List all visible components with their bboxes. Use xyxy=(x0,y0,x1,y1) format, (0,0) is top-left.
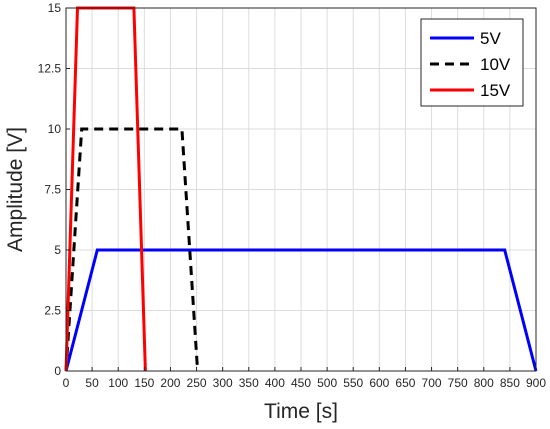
x-tick-label: 250 xyxy=(187,376,207,390)
x-tick-label: 650 xyxy=(395,376,415,390)
x-tick-label: 700 xyxy=(422,376,442,390)
x-tick-label: 100 xyxy=(108,376,128,390)
x-tick-label: 800 xyxy=(474,376,494,390)
x-tick-label: 300 xyxy=(213,376,233,390)
y-tick-label: 7.5 xyxy=(44,183,61,197)
x-tick-label: 50 xyxy=(85,376,99,390)
x-tick-label: 350 xyxy=(239,376,259,390)
y-tick-label: 5 xyxy=(54,243,61,257)
legend: 5V 10V 15V xyxy=(420,18,524,107)
x-tick-label: 200 xyxy=(160,376,180,390)
x-tick-label: 400 xyxy=(265,376,285,390)
x-tick-labels: 0 50 100 150 200 250 300 350 400 450 500 550 600 650 7… xyxy=(63,367,546,390)
series-line-10v xyxy=(64,127,200,372)
x-tick-label: 750 xyxy=(448,376,468,390)
legend-label-10v: 10V xyxy=(480,55,511,74)
y-tick-label: 15 xyxy=(48,1,62,15)
x-tick-label: 500 xyxy=(317,376,337,390)
x-tick-label: 0 xyxy=(63,376,70,390)
y-tick-label: 0 xyxy=(54,364,61,378)
y-tick-labels: 0 2.5 5 7.5 10 12.5 15 xyxy=(38,1,70,378)
x-axis-label: Time [s] xyxy=(264,400,338,423)
y-axis-label: Amplitude [V] xyxy=(4,127,27,252)
legend-label-5v: 5V xyxy=(480,29,501,48)
x-tick-label: 150 xyxy=(134,376,154,390)
x-tick-label: 850 xyxy=(500,376,520,390)
x-tick-label: 900 xyxy=(526,376,546,390)
y-tick-label: 10 xyxy=(48,122,62,136)
x-tick-label: 550 xyxy=(343,376,363,390)
y-tick-label: 12.5 xyxy=(38,62,62,76)
legend-label-15v: 15V xyxy=(480,81,511,100)
series-line-5v xyxy=(64,248,538,372)
y-tick-label: 2.5 xyxy=(44,304,61,318)
x-tick-label: 600 xyxy=(369,376,389,390)
x-tick-label: 450 xyxy=(291,376,311,390)
